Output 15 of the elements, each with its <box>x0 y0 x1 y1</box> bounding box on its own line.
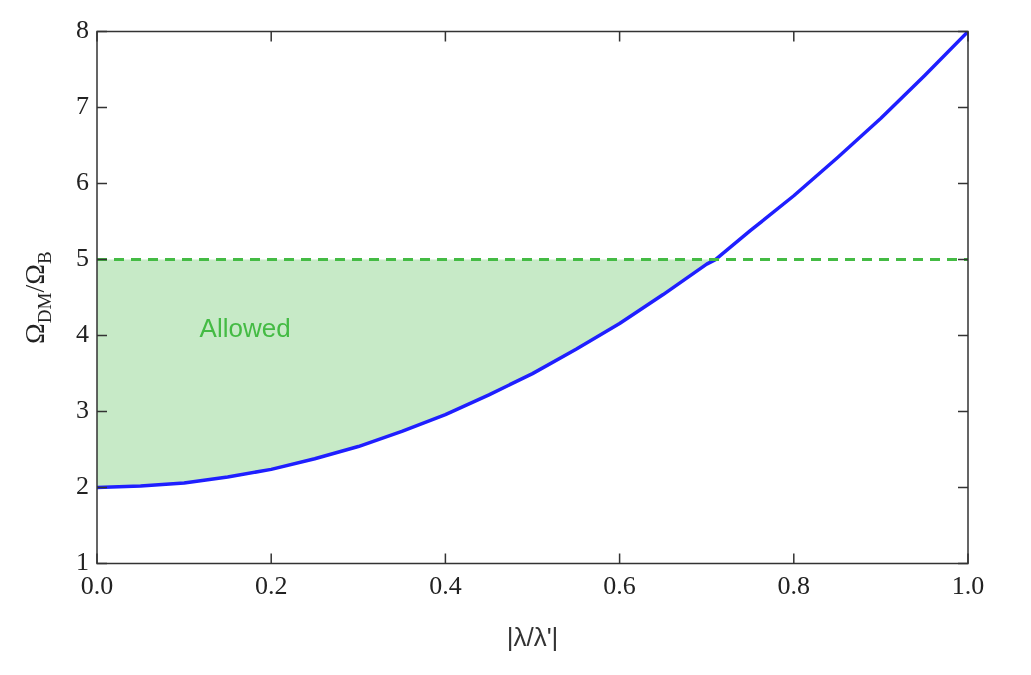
x-tick-label: 0.4 <box>429 571 462 601</box>
y-tick-label: 6 <box>76 167 89 197</box>
x-tick-label: 0.8 <box>777 571 811 601</box>
y-tick-label: 2 <box>76 471 89 501</box>
x-tick-label: 0.2 <box>254 571 288 601</box>
y-axis-title: ΩDM/ΩB <box>19 251 55 344</box>
y-tick-label: 8 <box>76 15 89 45</box>
y-tick-label: 3 <box>76 395 89 425</box>
y-tick-label: 4 <box>76 319 89 349</box>
y-tick-label: 7 <box>76 91 89 121</box>
annotation: Allowed <box>199 312 291 343</box>
x-tick-label: 0.6 <box>603 571 636 601</box>
x-tick-label: 1.0 <box>951 571 985 601</box>
y-tick-label: 5 <box>76 243 89 273</box>
x-axis-title: |λ/λ'| <box>506 621 559 652</box>
